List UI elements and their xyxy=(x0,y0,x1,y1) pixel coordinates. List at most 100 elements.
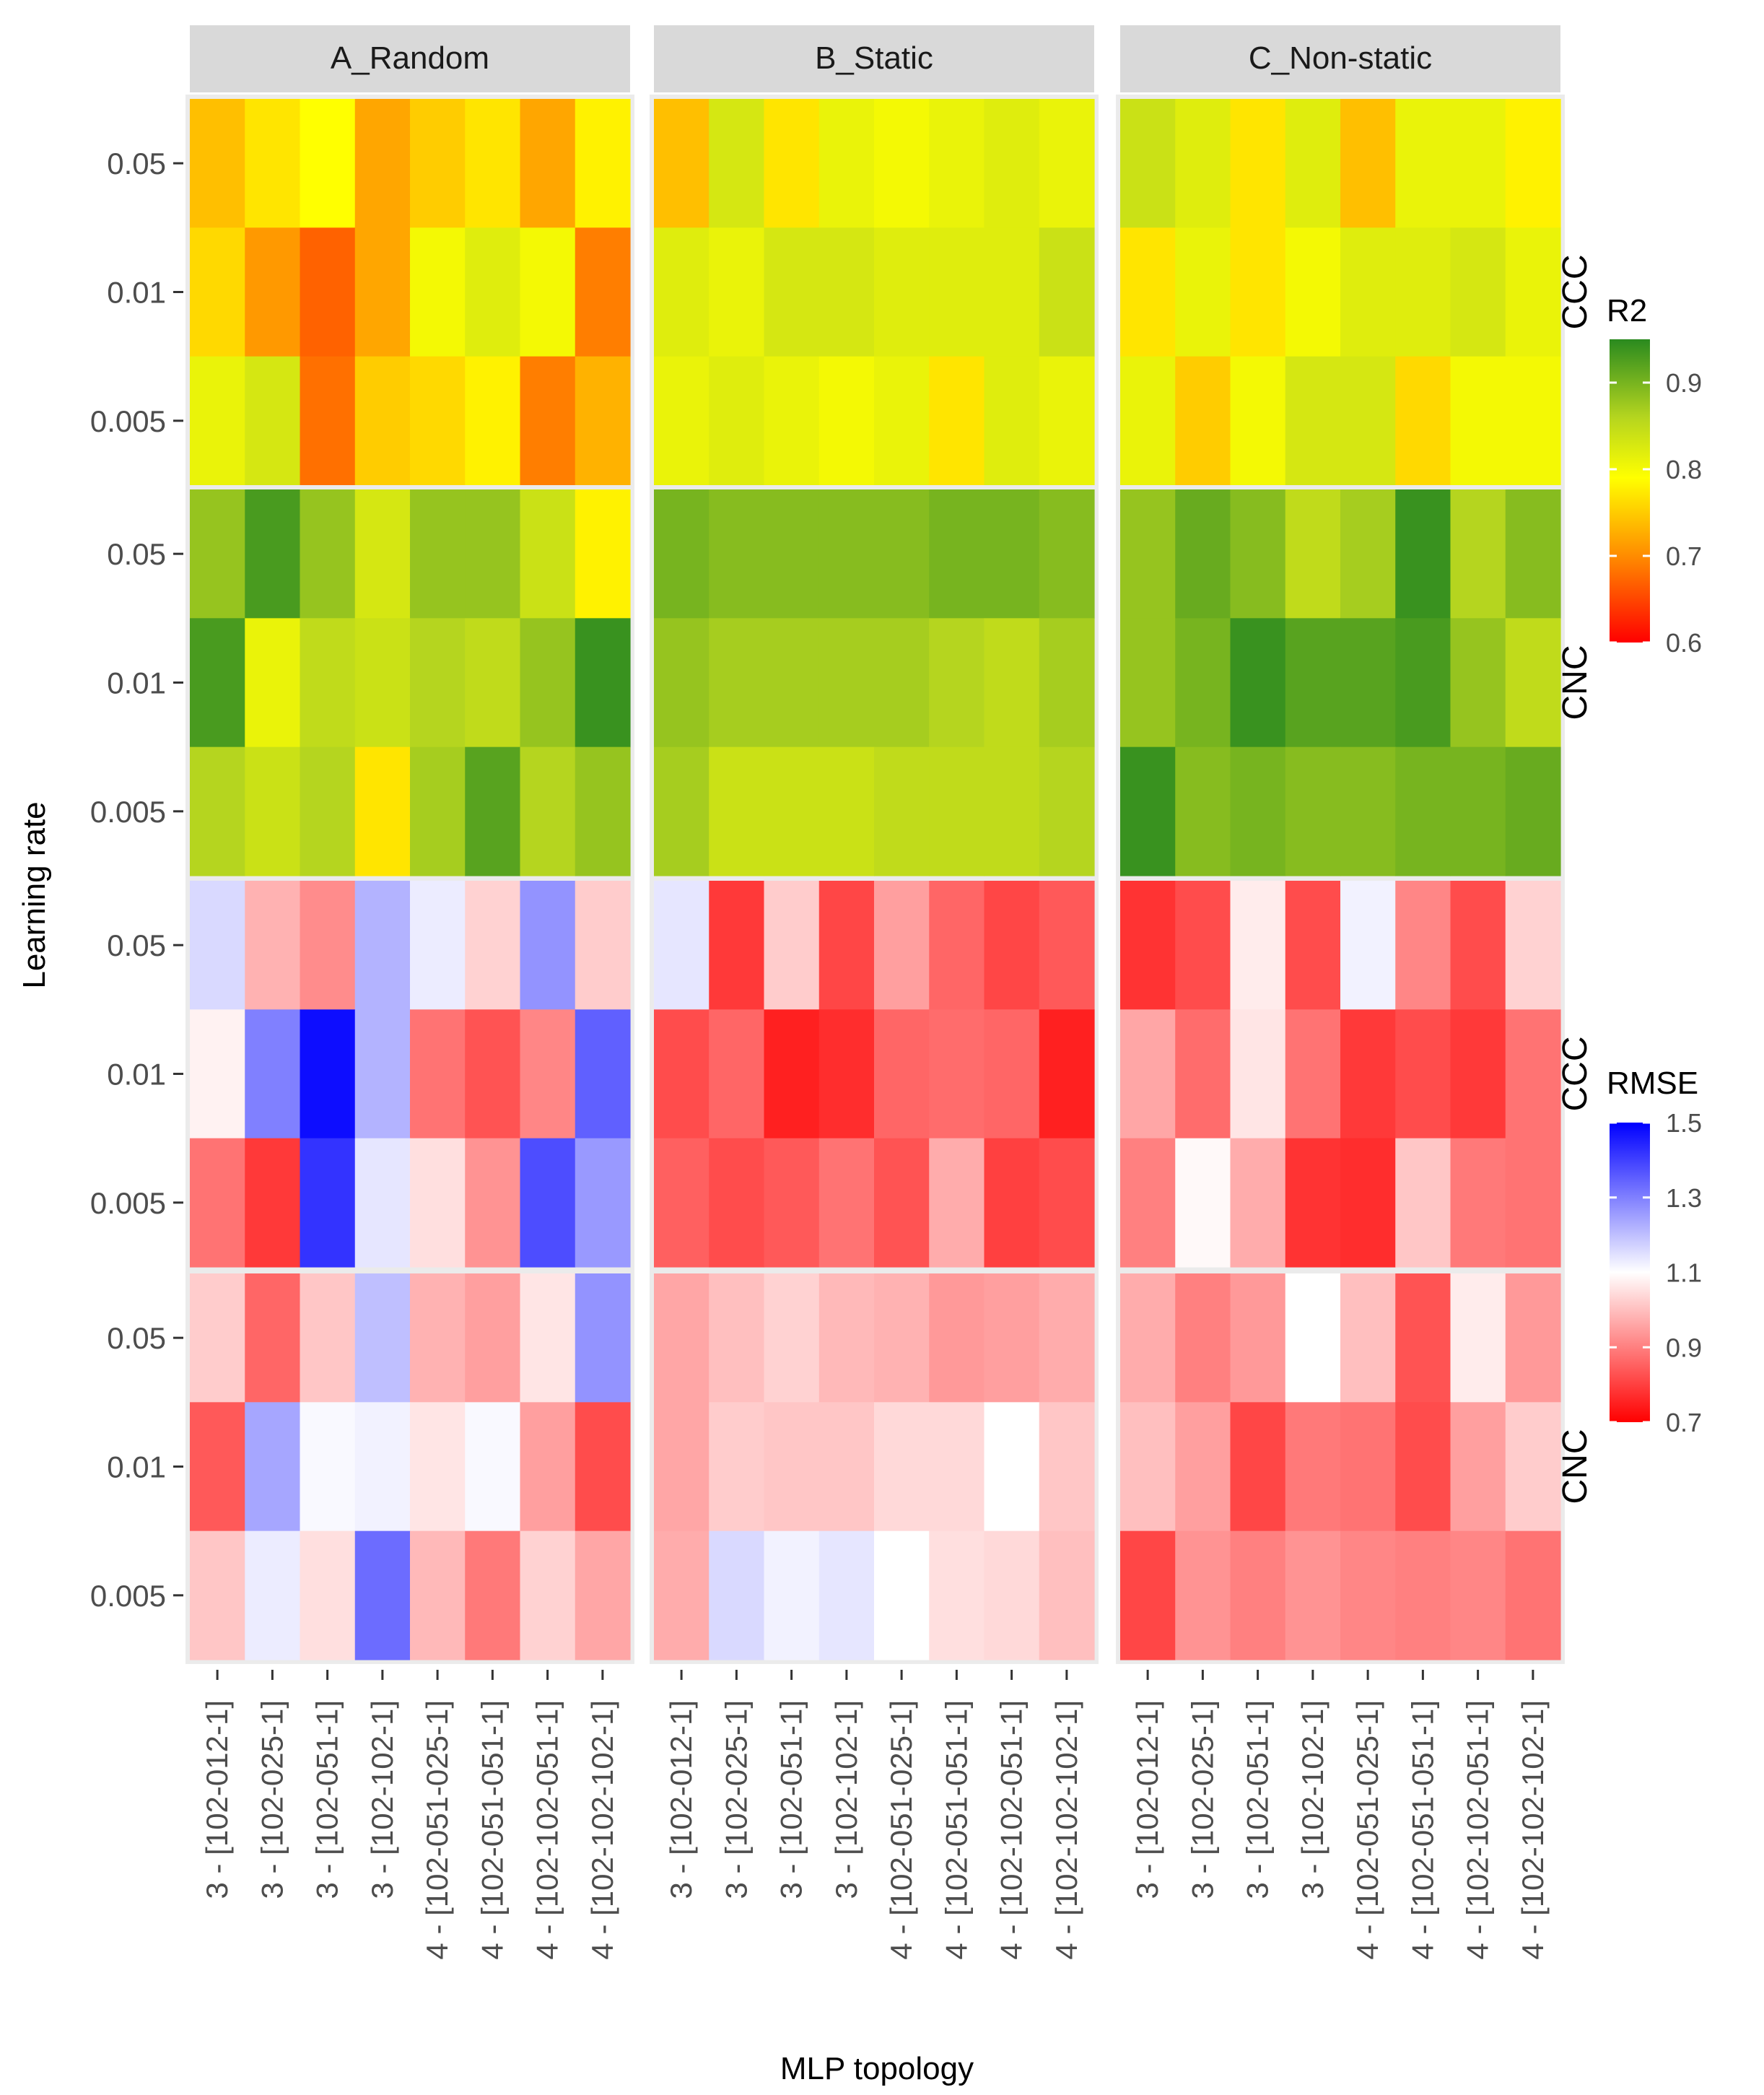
heatmap-cell xyxy=(1120,1138,1176,1268)
heatmap-cell xyxy=(1285,1402,1341,1532)
x-tick-label: 4 - [102-051-051-1] xyxy=(475,1700,509,1960)
heatmap-cell xyxy=(1395,746,1451,876)
heatmap-cell xyxy=(410,746,466,876)
heatmap-cell xyxy=(300,489,356,619)
heatmap-cell xyxy=(1230,489,1286,619)
heatmap-cell xyxy=(929,1402,985,1532)
heatmap-cell xyxy=(1505,1530,1561,1660)
heatmap-cell xyxy=(410,1138,466,1268)
heatmap-cell xyxy=(190,356,245,486)
heatmap-cell xyxy=(410,99,466,228)
heatmap-cell xyxy=(1505,881,1561,1010)
heatmap-cell xyxy=(300,1530,356,1660)
heatmap-cell xyxy=(1505,99,1561,228)
heatmap-cell xyxy=(465,1402,521,1532)
legend-tick-label: 0.6 xyxy=(1666,628,1702,658)
heatmap-cell xyxy=(465,489,521,619)
heatmap-cell xyxy=(520,1009,576,1139)
heatmap-cell xyxy=(190,1530,245,1660)
heatmap-cell xyxy=(190,1273,245,1403)
heatmap-cell xyxy=(984,618,1040,748)
heatmap-cell xyxy=(1395,227,1451,357)
heatmap-cell xyxy=(300,356,356,486)
heatmap-cell xyxy=(1120,1402,1176,1532)
heatmap-cell xyxy=(190,1138,245,1268)
heatmap-cell xyxy=(354,618,411,748)
heatmap-cell xyxy=(465,1273,521,1403)
x-axis-title: MLP topology xyxy=(780,2051,974,2086)
heatmap-cell xyxy=(654,618,709,748)
heatmap-cell xyxy=(984,1138,1040,1268)
heatmap-cell xyxy=(1450,746,1506,876)
heatmap-cell xyxy=(465,99,521,228)
heatmap-cell xyxy=(1285,1009,1341,1139)
heatmap-cell xyxy=(1039,99,1095,228)
heatmap-cell xyxy=(1230,99,1286,228)
heatmap-cell xyxy=(1175,1138,1231,1268)
heatmap-cell xyxy=(465,881,521,1010)
x-tick-label: 4 - [102-102-102-1] xyxy=(1049,1700,1083,1960)
heatmap-cell xyxy=(1285,746,1341,876)
heatmap-cell xyxy=(354,1530,411,1660)
heatmap-cell xyxy=(575,618,631,748)
heatmap-cell xyxy=(354,746,411,876)
heatmap-cell xyxy=(1039,489,1095,619)
heatmap-cell xyxy=(245,1530,301,1660)
legend-tick-label: 0.7 xyxy=(1666,1408,1702,1437)
heatmap-cell xyxy=(1120,489,1176,619)
heatmap-cell xyxy=(1505,1402,1561,1532)
y-tick-label: 0.01 xyxy=(107,666,166,700)
heatmap-cell xyxy=(190,227,245,357)
heatmap-cell xyxy=(1450,99,1506,228)
y-axis-title: Learning rate xyxy=(17,801,52,988)
heatmap-cell xyxy=(1175,1009,1231,1139)
heatmap-cell xyxy=(818,1402,875,1532)
heatmap-cell xyxy=(1285,356,1341,486)
heatmap-cell xyxy=(1120,1009,1176,1139)
x-tick-label: 3 - [102-102-1] xyxy=(1296,1700,1329,1899)
heatmap-cell xyxy=(1395,618,1451,748)
heatmap-cell xyxy=(354,1138,411,1268)
heatmap-cell xyxy=(764,881,820,1010)
legend-tick-label: 1.5 xyxy=(1666,1108,1702,1138)
heatmap-cell xyxy=(709,881,765,1010)
heatmap-cell xyxy=(929,1530,985,1660)
heatmap-cell xyxy=(1230,1138,1286,1268)
heatmap-cell xyxy=(575,881,631,1010)
legend-title-r2: R2 xyxy=(1607,293,1647,328)
heatmap-cell xyxy=(1450,227,1506,357)
heatmap-cell xyxy=(1505,618,1561,748)
heatmap-cell xyxy=(874,99,930,228)
heatmap-cell xyxy=(1120,881,1176,1010)
heatmap-cell xyxy=(520,1273,576,1403)
heatmap-cell xyxy=(654,1530,709,1660)
heatmap-cell xyxy=(818,618,875,748)
heatmap-cell xyxy=(984,881,1040,1010)
heatmap-cell xyxy=(1230,1273,1286,1403)
heatmap-cell xyxy=(1450,881,1506,1010)
heatmap-cell xyxy=(874,227,930,357)
heatmap-cell xyxy=(654,1009,709,1139)
heatmap-cell xyxy=(1340,489,1396,619)
heatmap-cell xyxy=(818,1273,875,1403)
heatmap-cell xyxy=(1285,99,1341,228)
heatmap-cell xyxy=(929,881,985,1010)
heatmap-cell xyxy=(1340,618,1396,748)
heatmap-cell xyxy=(654,1138,709,1268)
column-strip-3 xyxy=(1120,25,1560,92)
heatmap-cell xyxy=(1450,1138,1506,1268)
heatmap-cell xyxy=(410,1530,466,1660)
heatmap-cell xyxy=(465,1138,521,1268)
heatmap-cell xyxy=(354,1273,411,1403)
x-tick-label: 4 - [102-051-025-1] xyxy=(420,1700,454,1960)
heatmap-cell xyxy=(245,227,301,357)
row-strip-label: CNC xyxy=(1556,1429,1594,1504)
heatmap-cell xyxy=(1120,1273,1176,1403)
heatmap-cell xyxy=(984,1009,1040,1139)
heatmap-cell xyxy=(764,1530,820,1660)
heatmap-cell xyxy=(1175,1402,1231,1532)
heatmap-cell xyxy=(1505,1273,1561,1403)
column-strip-label: B_Static xyxy=(815,40,933,76)
row-strip-label: CNC xyxy=(1556,645,1594,720)
heatmap-cell xyxy=(1175,618,1231,748)
